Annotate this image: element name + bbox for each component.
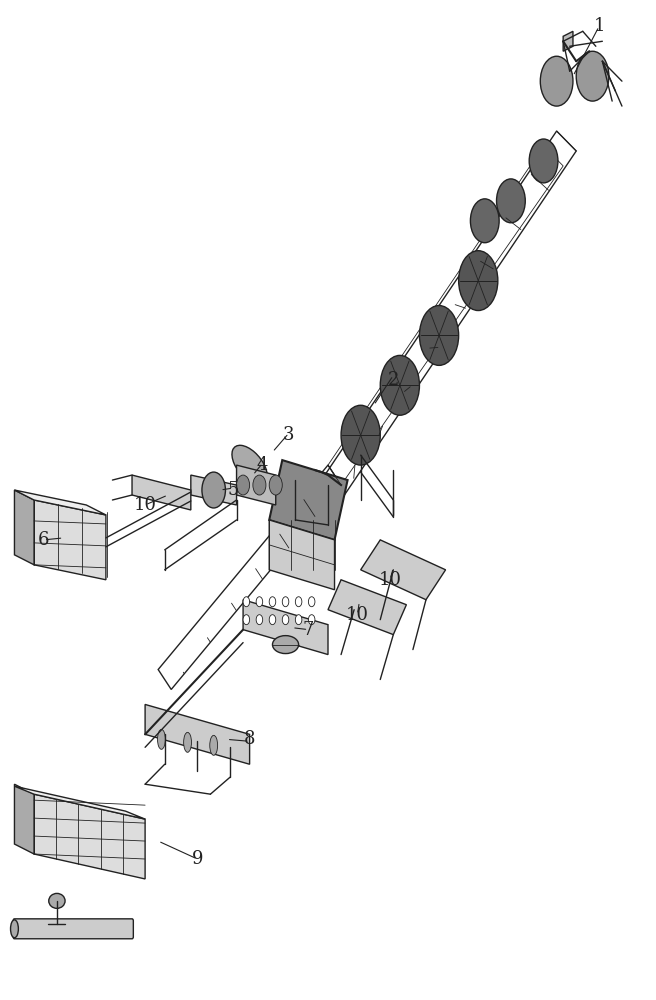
Text: 10: 10 xyxy=(134,496,157,514)
Polygon shape xyxy=(14,784,34,854)
Text: 10: 10 xyxy=(346,606,369,624)
Circle shape xyxy=(497,179,525,223)
Polygon shape xyxy=(328,580,406,635)
Text: 2: 2 xyxy=(388,371,399,389)
Polygon shape xyxy=(14,786,145,819)
Circle shape xyxy=(237,475,250,495)
Polygon shape xyxy=(237,465,276,505)
FancyBboxPatch shape xyxy=(13,919,133,939)
Polygon shape xyxy=(145,704,250,764)
Polygon shape xyxy=(243,600,328,655)
Polygon shape xyxy=(191,475,237,505)
Circle shape xyxy=(282,597,289,607)
Ellipse shape xyxy=(10,920,18,938)
Circle shape xyxy=(308,597,315,607)
Polygon shape xyxy=(269,460,348,540)
Circle shape xyxy=(470,199,499,243)
Text: 10: 10 xyxy=(379,571,401,589)
Text: 9: 9 xyxy=(192,850,203,868)
Circle shape xyxy=(576,51,609,101)
Circle shape xyxy=(295,597,302,607)
Ellipse shape xyxy=(157,729,165,749)
Ellipse shape xyxy=(49,893,65,908)
Text: 7: 7 xyxy=(302,621,314,639)
Ellipse shape xyxy=(272,636,298,654)
Polygon shape xyxy=(14,490,106,515)
Polygon shape xyxy=(14,490,34,565)
Ellipse shape xyxy=(232,445,267,485)
Circle shape xyxy=(341,405,380,465)
Polygon shape xyxy=(34,500,106,580)
Circle shape xyxy=(541,56,573,106)
Circle shape xyxy=(308,615,315,625)
Text: 1: 1 xyxy=(593,17,605,35)
Circle shape xyxy=(419,306,459,365)
Circle shape xyxy=(269,615,276,625)
Circle shape xyxy=(529,139,558,183)
Circle shape xyxy=(256,615,262,625)
Circle shape xyxy=(282,615,289,625)
Circle shape xyxy=(459,251,498,311)
Text: 4: 4 xyxy=(257,456,268,474)
Text: 3: 3 xyxy=(283,426,295,444)
Text: 8: 8 xyxy=(244,730,255,748)
Circle shape xyxy=(380,355,419,415)
Text: 6: 6 xyxy=(38,531,50,549)
Polygon shape xyxy=(269,520,335,590)
Circle shape xyxy=(295,615,302,625)
Circle shape xyxy=(256,597,262,607)
Circle shape xyxy=(243,615,250,625)
Text: 5: 5 xyxy=(228,481,239,499)
Circle shape xyxy=(243,597,250,607)
Polygon shape xyxy=(361,540,445,600)
Circle shape xyxy=(253,475,266,495)
Ellipse shape xyxy=(184,732,192,752)
Polygon shape xyxy=(34,794,145,879)
Polygon shape xyxy=(132,475,191,510)
Polygon shape xyxy=(563,31,573,51)
Circle shape xyxy=(269,475,282,495)
Ellipse shape xyxy=(210,735,218,755)
Circle shape xyxy=(269,597,276,607)
Circle shape xyxy=(202,472,226,508)
